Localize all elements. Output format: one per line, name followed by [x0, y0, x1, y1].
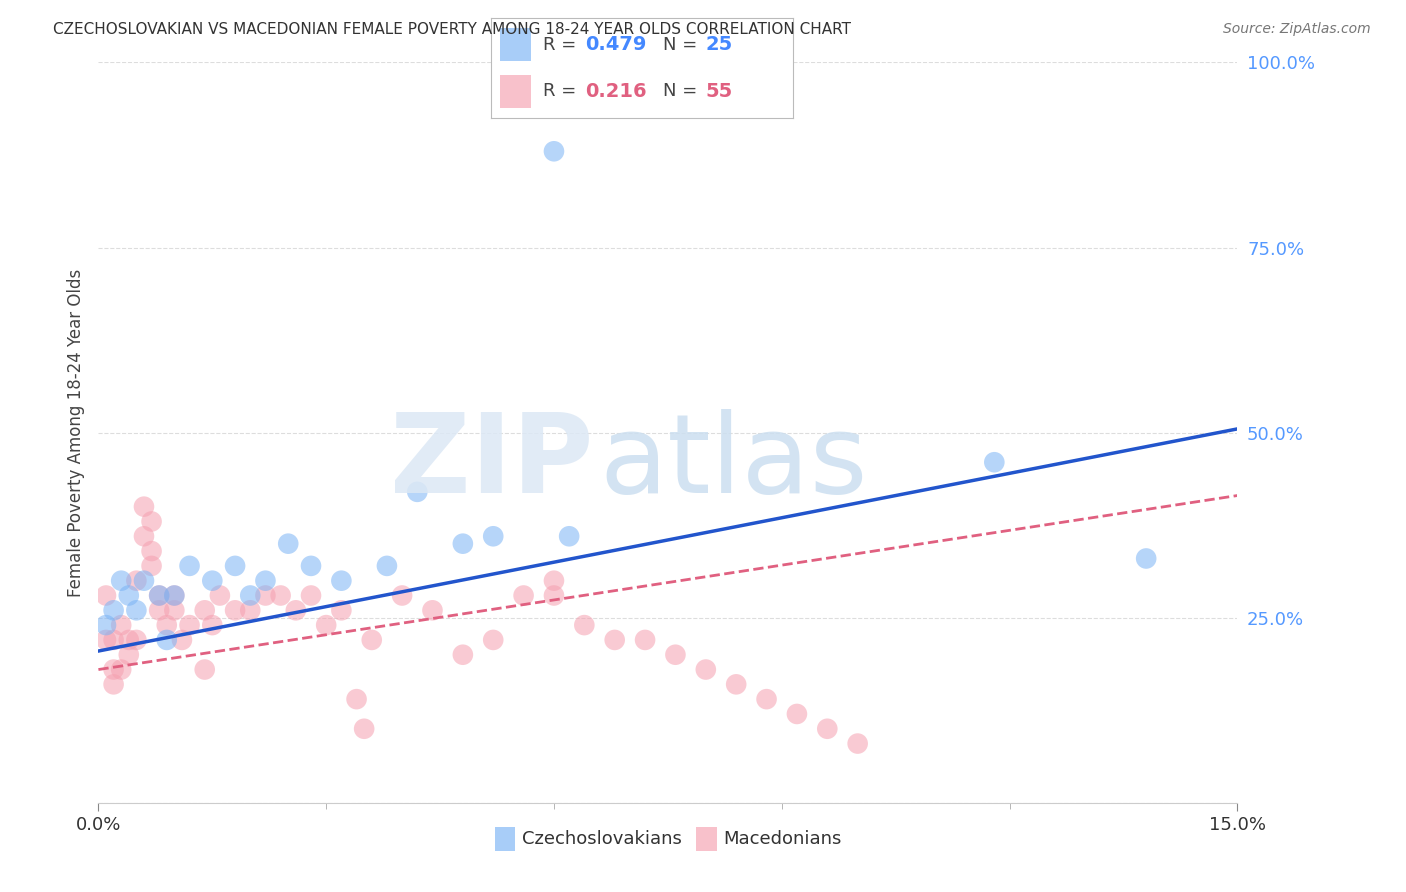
Text: Source: ZipAtlas.com: Source: ZipAtlas.com [1223, 22, 1371, 37]
Point [141, 515, 163, 529]
Point [156, 632, 179, 647]
Text: atlas: atlas [599, 409, 868, 516]
Point [148, 589, 170, 603]
Point [277, 536, 299, 550]
Point [94, 589, 117, 603]
Point [224, 603, 246, 617]
Point [94, 618, 117, 632]
Point [141, 544, 163, 558]
Point [482, 529, 505, 543]
Point [1135, 551, 1157, 566]
Point [125, 603, 148, 617]
Point [103, 677, 125, 691]
Point [846, 737, 869, 751]
Point [110, 618, 132, 632]
Point [270, 589, 292, 603]
Point [755, 692, 778, 706]
Point [299, 589, 322, 603]
Point [208, 589, 231, 603]
Point [353, 722, 375, 736]
Point [786, 706, 808, 721]
Point [254, 574, 277, 588]
Point [299, 558, 322, 573]
Text: ZIP: ZIP [391, 409, 593, 516]
Point [391, 589, 413, 603]
Point [406, 484, 429, 499]
Point [346, 692, 368, 706]
Point [983, 455, 1005, 469]
Point [163, 603, 186, 617]
Point [194, 603, 217, 617]
Text: CZECHOSLOVAKIAN VS MACEDONIAN FEMALE POVERTY AMONG 18-24 YEAR OLDS CORRELATION C: CZECHOSLOVAKIAN VS MACEDONIAN FEMALE POV… [53, 22, 852, 37]
Point [125, 574, 148, 588]
Point [148, 589, 170, 603]
Point [103, 632, 125, 647]
Point [170, 632, 193, 647]
Point [330, 603, 353, 617]
Point [194, 663, 217, 677]
Bar [696, 827, 717, 851]
Point [482, 632, 505, 647]
Point [330, 574, 353, 588]
Point [103, 663, 125, 677]
Point [543, 589, 565, 603]
Point [360, 632, 382, 647]
Point [451, 648, 474, 662]
Point [725, 677, 748, 691]
Point [603, 632, 626, 647]
Text: Czechoslovakians: Czechoslovakians [522, 830, 682, 848]
Point [451, 536, 474, 550]
Point [695, 663, 717, 677]
Point [118, 632, 141, 647]
Point [163, 589, 186, 603]
Point [94, 632, 117, 647]
Point [179, 618, 201, 632]
Point [110, 663, 132, 677]
Point [574, 618, 596, 632]
Point [156, 618, 179, 632]
Point [543, 574, 565, 588]
Point [141, 558, 163, 573]
Point [543, 145, 565, 159]
Y-axis label: Female Poverty Among 18-24 Year Olds: Female Poverty Among 18-24 Year Olds [66, 268, 84, 597]
Point [239, 589, 262, 603]
Point [239, 603, 262, 617]
Point [815, 722, 838, 736]
Point [224, 558, 246, 573]
Point [201, 618, 224, 632]
Point [201, 574, 224, 588]
Point [375, 558, 398, 573]
Point [132, 574, 155, 588]
Point [148, 603, 170, 617]
Point [118, 589, 141, 603]
Point [512, 589, 534, 603]
Point [315, 618, 337, 632]
Point [254, 589, 277, 603]
Point [103, 603, 125, 617]
Point [163, 589, 186, 603]
Point [558, 529, 581, 543]
Text: Macedonians: Macedonians [724, 830, 842, 848]
Point [118, 648, 141, 662]
Point [179, 558, 201, 573]
Point [422, 603, 444, 617]
Bar [495, 827, 515, 851]
Point [110, 574, 132, 588]
Point [132, 529, 155, 543]
Point [284, 603, 307, 617]
Point [634, 632, 657, 647]
Point [125, 632, 148, 647]
Point [664, 648, 686, 662]
Point [132, 500, 155, 514]
